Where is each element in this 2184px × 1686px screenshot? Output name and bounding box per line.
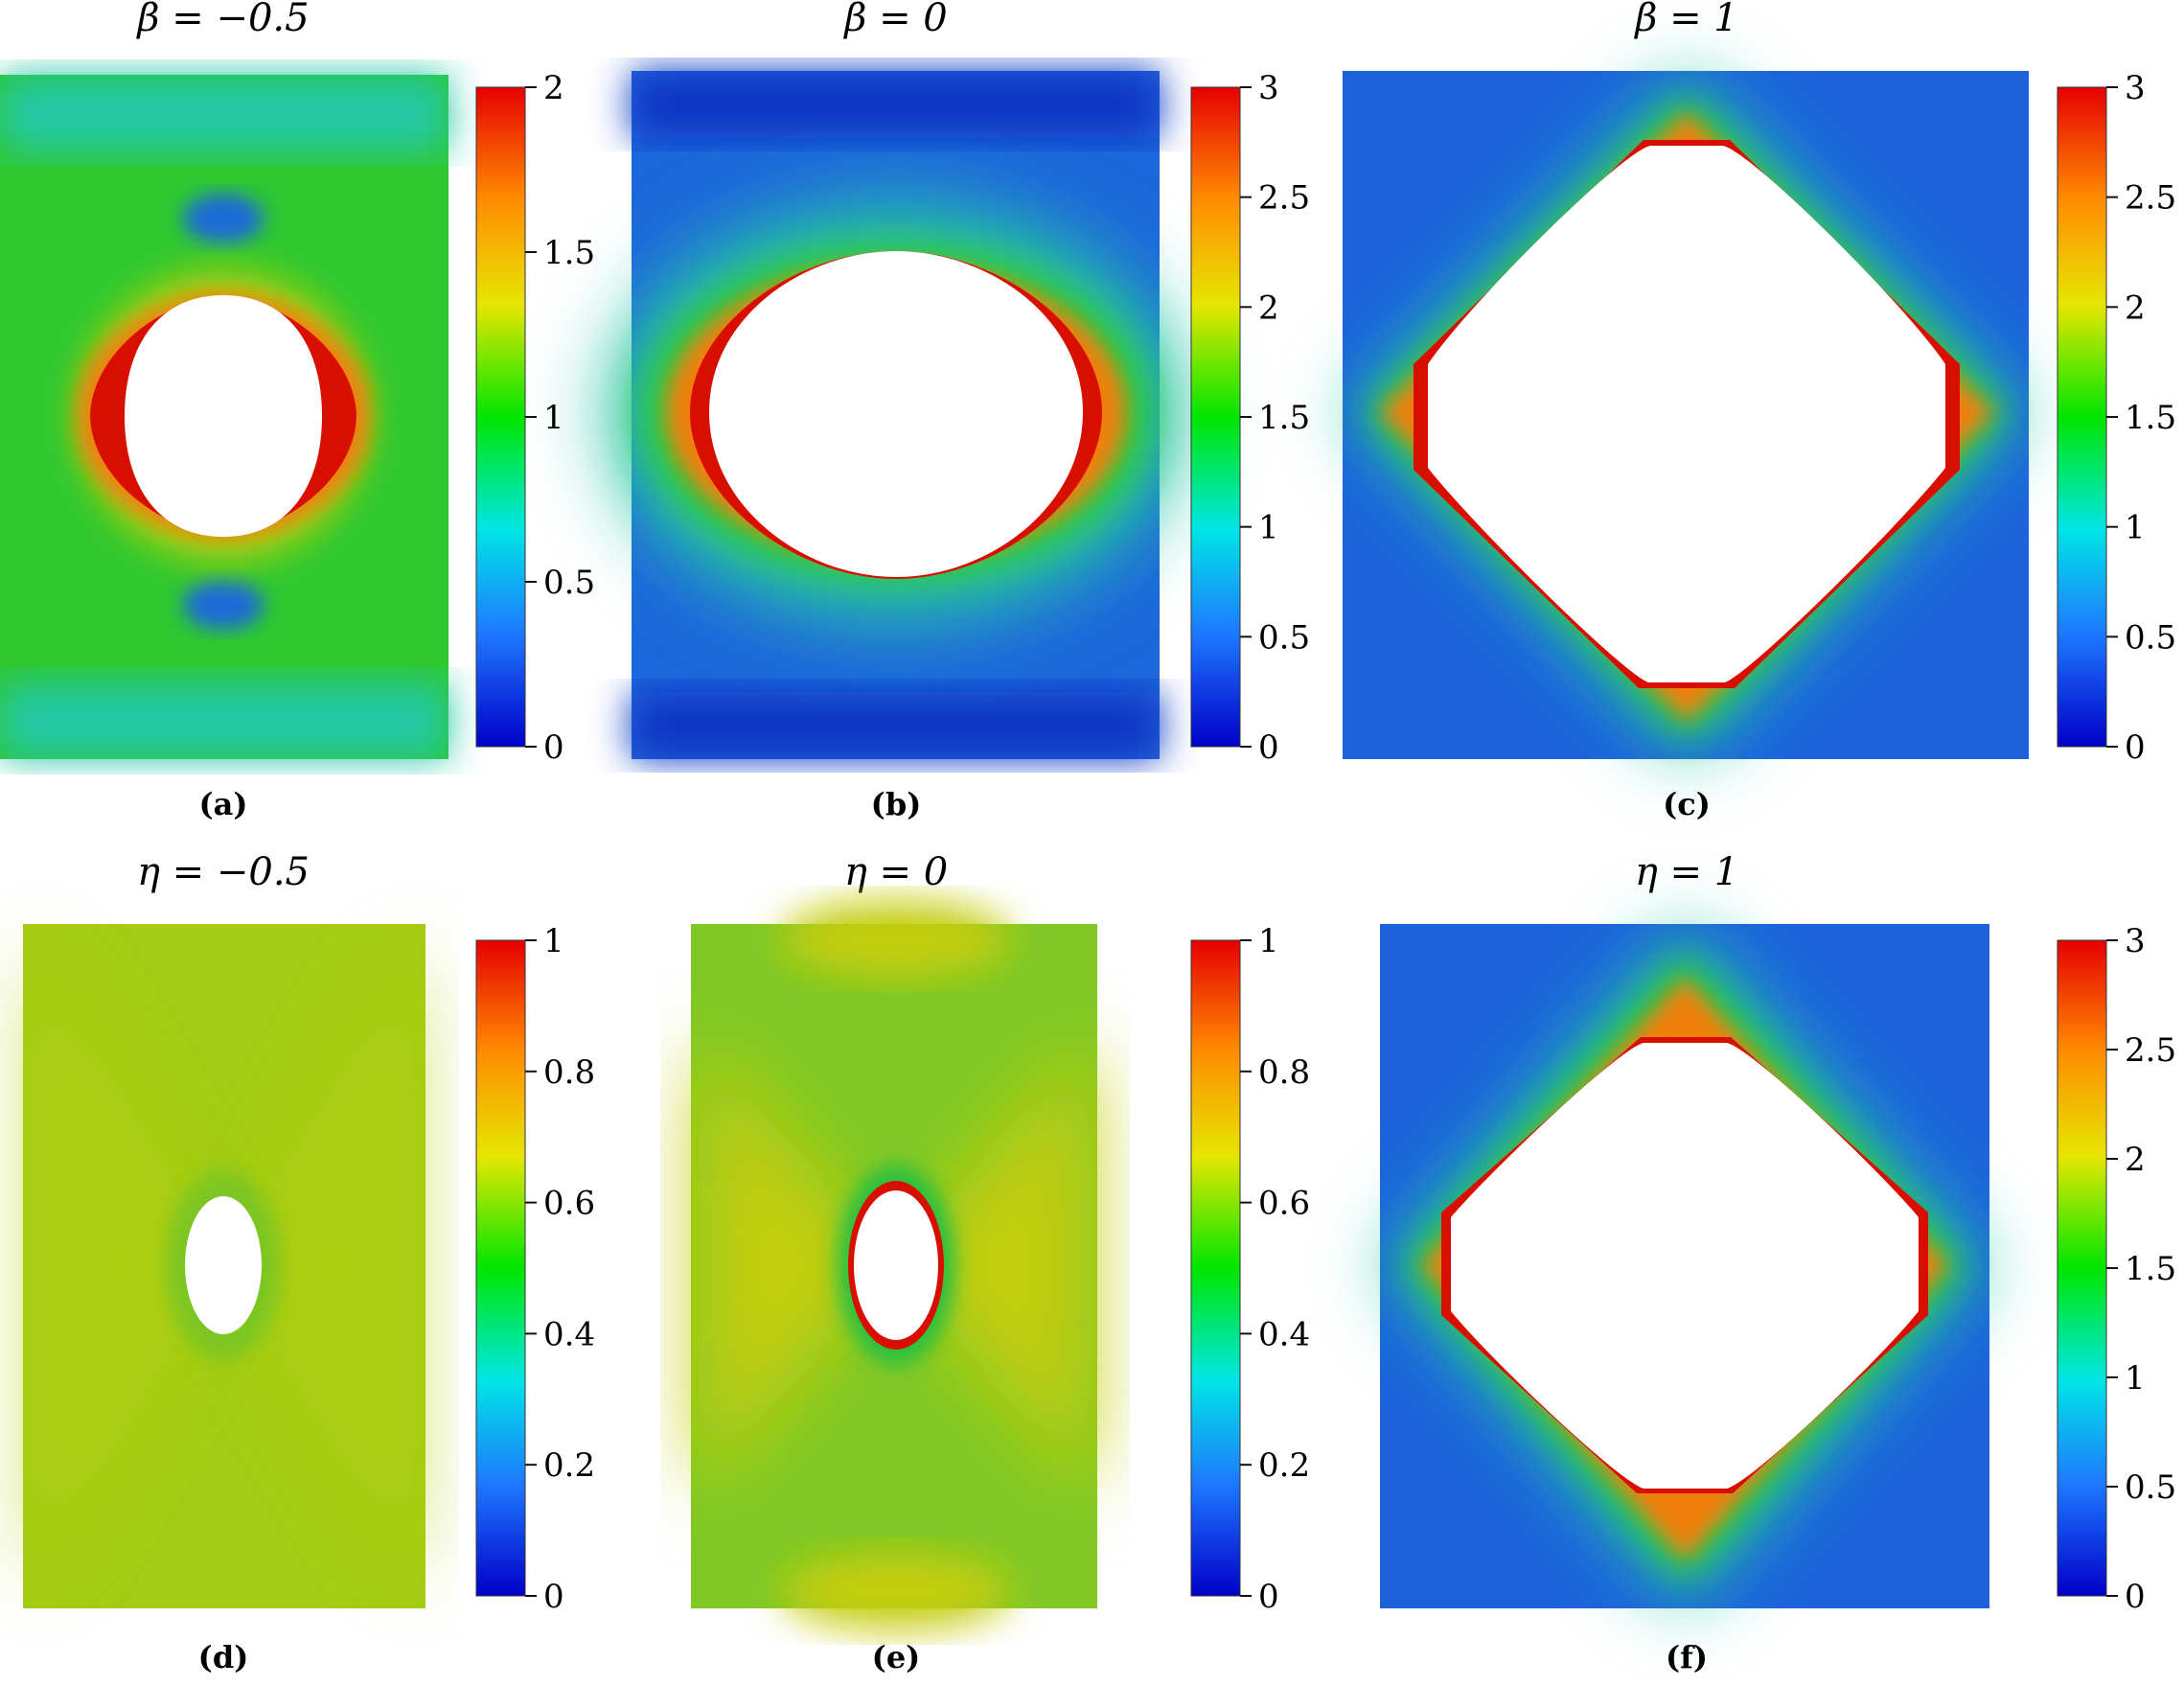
panel-b-field	[609, 71, 1184, 759]
panel-a-field	[0, 75, 448, 759]
panel-f-tick-label: 1	[2125, 1359, 2146, 1397]
panel-f-tick-label: 0.5	[2125, 1468, 2176, 1507]
panel-b-title: β = 0	[842, 0, 948, 40]
panel-b-tick-label: 2	[1258, 289, 1279, 327]
panel-f-colorbar	[2058, 940, 2106, 1596]
panel-c-tick-label: 2.5	[2125, 179, 2176, 218]
panel-a-tick-label: 1.5	[543, 234, 595, 272]
panel-a-tick-label: 0	[543, 728, 564, 767]
panel-e-label: (e)	[872, 1639, 921, 1675]
panel-d-tick-label: 0.8	[543, 1053, 595, 1092]
panel-c: β = 1 (c)	[1343, 0, 2106, 822]
panel-a-tick-label: 0.5	[543, 564, 595, 602]
panel-c-tick-label: 0.5	[2125, 618, 2176, 657]
panel-a: β = −0.5 (a)	[0, 0, 525, 822]
panel-d-tick-label: 0	[543, 1578, 564, 1616]
panel-d-colorbar-outline	[475, 939, 526, 1597]
panel-a-label: (a)	[198, 786, 247, 822]
panel-d-label: (d)	[198, 1639, 249, 1675]
panel-c-tick-label: 2	[2125, 289, 2146, 327]
panel-e-tick-label: 0	[1258, 1578, 1279, 1616]
panel-f-label: (f)	[1666, 1639, 1708, 1675]
panel-c-tick-label: 0	[2125, 728, 2146, 767]
panel-d-colorbar	[476, 940, 525, 1596]
colorbar-ticks: 2 1.5 1 0.5 0 3 2.5 2 1.5 1 0.5 0 3 2.5 2 1.5 1 0.5 0 1 0.8 0…	[475, 69, 2176, 1616]
panel-c-tick-label: 1.5	[2125, 399, 2176, 437]
panel-b-label: (b)	[871, 786, 922, 822]
panel-d-tick-label: 0.6	[543, 1185, 595, 1223]
panel-b-tick-label: 0.5	[1258, 618, 1310, 657]
panel-e-title: η = 0	[844, 850, 948, 894]
panel-b-tick-label: 3	[1258, 69, 1279, 107]
panel-a-colorbar	[476, 87, 525, 747]
panel-c-colorbar	[2058, 87, 2106, 747]
panel-d-tick-label: 1	[543, 922, 564, 960]
panel-a-title: β = −0.5	[135, 0, 309, 40]
panel-c-field	[1343, 71, 2029, 759]
panel-a-tick-label: 2	[543, 69, 564, 107]
panel-f-field	[1380, 924, 1989, 1608]
panel-e-tick-label: 0.4	[1258, 1315, 1310, 1353]
panel-e-field	[691, 901, 1097, 1629]
panel-d: η = −0.5 (d)	[23, 850, 525, 1675]
panel-e-colorbar	[1191, 940, 1240, 1596]
panel-c-tick-label: 1	[2125, 509, 2146, 547]
panel-d-title: η = −0.5	[137, 850, 310, 894]
panel-f: η = 1 (f)	[1380, 850, 2106, 1675]
panel-d-tick-label: 0.2	[543, 1446, 595, 1485]
panel-f-tick-label: 1.5	[2125, 1250, 2176, 1288]
panel-b-tick-label: 1.5	[1258, 399, 1310, 437]
panel-b: β = 0 (b)	[609, 0, 1240, 822]
panel-f-title: η = 1	[1635, 850, 1738, 894]
panel-f-tick-label: 3	[2125, 922, 2146, 960]
panel-e-tick-label: 0.2	[1258, 1446, 1310, 1485]
panel-e: η = 0 (e)	[691, 850, 1240, 1675]
panel-f-tick-label: 2	[2125, 1141, 2146, 1179]
panel-c-tick-label: 3	[2125, 69, 2146, 107]
panel-d-tick-label: 0.4	[543, 1315, 595, 1353]
panel-a-tick-label: 1	[543, 399, 564, 437]
panel-f-tick-label: 0	[2125, 1578, 2146, 1616]
panel-e-tick-label: 1	[1258, 922, 1279, 960]
panel-b-tick-label: 0	[1258, 728, 1279, 767]
panel-d-field	[23, 924, 425, 1608]
panel-c-title: β = 1	[1633, 0, 1738, 40]
panel-b-tick-label: 2.5	[1258, 179, 1310, 218]
panel-e-tick-label: 0.8	[1258, 1053, 1310, 1092]
panel-e-tick-label: 0.6	[1258, 1185, 1310, 1223]
panel-c-label: (c)	[1663, 786, 1711, 822]
panel-b-colorbar	[1191, 87, 1240, 747]
panel-e-colorbar-outline	[1190, 939, 1241, 1597]
panel-f-tick-label: 2.5	[2125, 1031, 2176, 1070]
panel-b-tick-label: 1	[1258, 509, 1279, 547]
